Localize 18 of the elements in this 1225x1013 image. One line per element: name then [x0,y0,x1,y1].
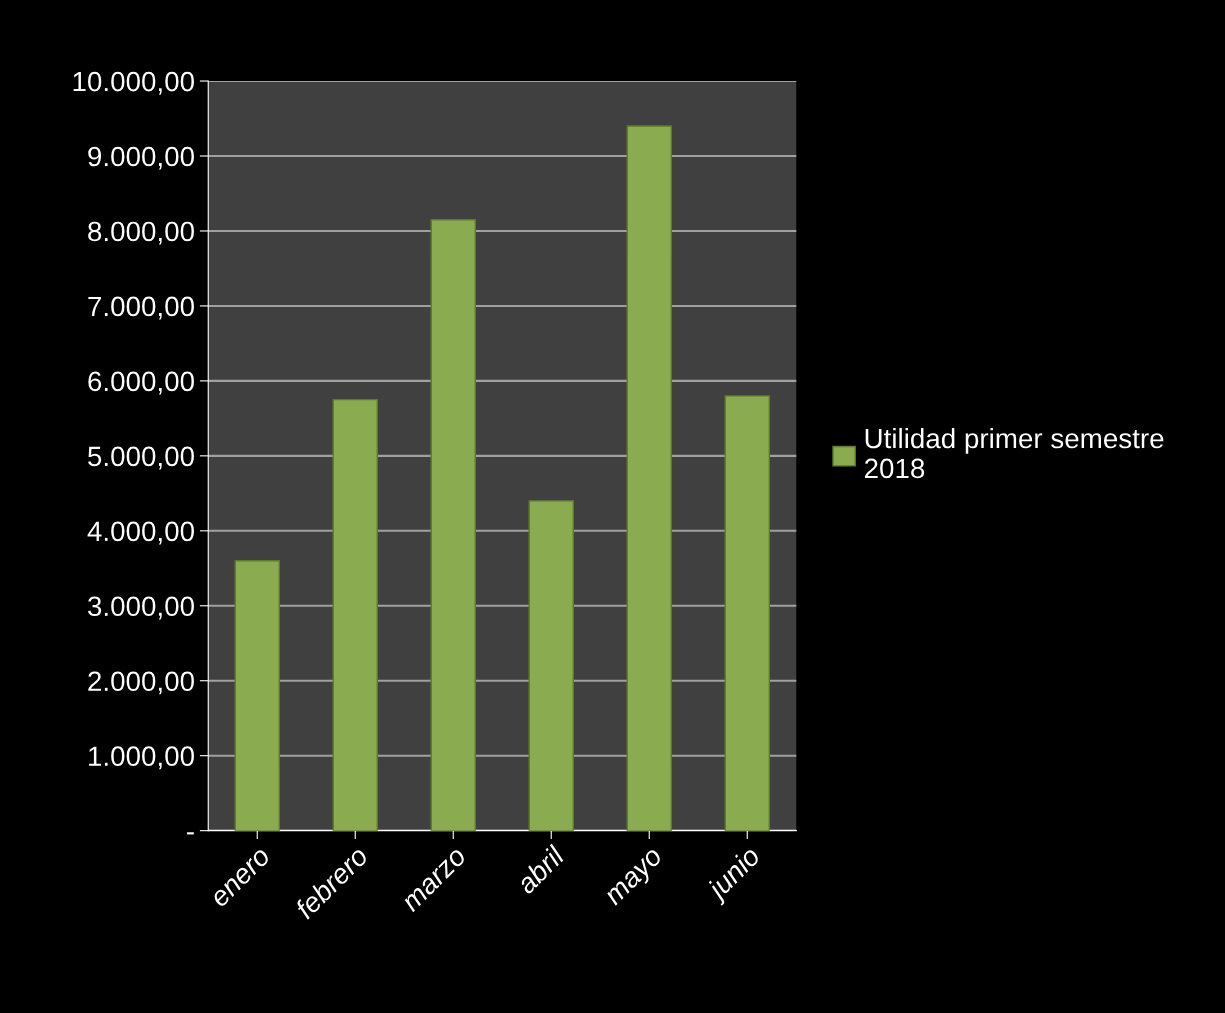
y-tick-label: 2.000,00 [88,671,194,695]
y-tick-label: 5.000,00 [88,446,194,470]
bar [234,560,280,831]
bar [430,219,476,831]
y-tick-label: 10.000,00 [73,71,194,95]
y-tick-label: 4.000,00 [87,521,194,545]
bar [724,395,770,831]
bar [332,398,378,831]
y-tick-label: 3.000,00 [88,596,194,620]
y-tick-label: 9.000,00 [88,146,194,170]
y-tick-label: - [187,832,194,835]
y-tick-label: 7.000,00 [88,296,194,320]
legend-label: Utilidad primer semestre 2018 [864,427,1164,479]
y-tick-label: 1.000,00 [89,746,194,770]
y-tick-label: 8.000,00 [88,221,194,245]
bar [528,500,574,831]
y-tick-label: 6.000,00 [88,371,194,395]
bar [626,125,672,831]
